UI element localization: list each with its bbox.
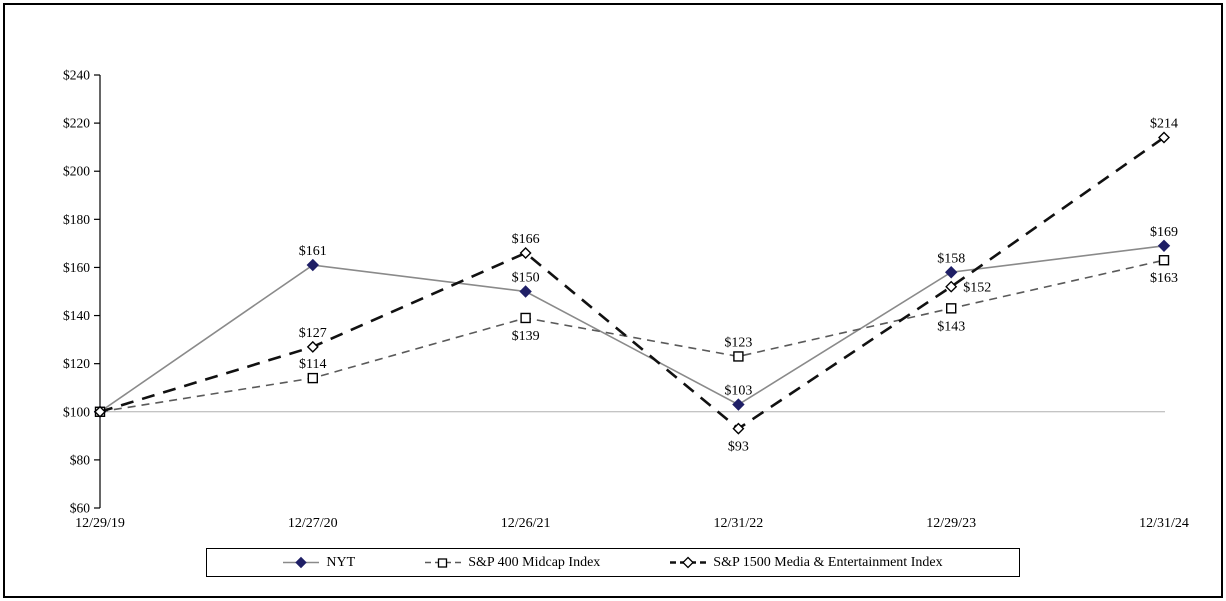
marker-diamond-filled xyxy=(1157,239,1171,253)
point-label: $214 xyxy=(1150,117,1178,132)
marker-diamond-open xyxy=(1158,131,1170,144)
point-label: $103 xyxy=(724,384,752,399)
point-label: $114 xyxy=(299,357,326,372)
x-tick-label: 12/26/21 xyxy=(501,516,551,531)
marker-diamond-filled xyxy=(519,285,532,298)
sp400-series-swatch-icon xyxy=(425,558,462,568)
series-line-2 xyxy=(99,136,1165,431)
y-tick-label: $120 xyxy=(63,356,90,371)
x-tick-label: 12/31/24 xyxy=(1139,516,1189,531)
marker-square xyxy=(307,372,318,384)
y-tick-label: $180 xyxy=(63,212,90,227)
y-tick-label: $160 xyxy=(63,260,90,275)
marker-diamond-open xyxy=(732,422,745,435)
marker-diamond-open xyxy=(94,405,106,418)
y-tick-label: $140 xyxy=(63,308,90,323)
legend-item-sp400: S&P 400 Midcap Index xyxy=(425,555,600,571)
series-line-1 xyxy=(99,259,1165,413)
point-label: $143 xyxy=(937,319,965,334)
marker-diamond-open xyxy=(306,340,319,353)
marker-diamond-open xyxy=(945,280,958,293)
nyt-series-swatch-icon xyxy=(283,556,320,569)
point-label: $127 xyxy=(299,326,327,341)
point-label: $150 xyxy=(512,271,540,286)
y-tick-label: $220 xyxy=(63,116,90,131)
y-tick-label: $100 xyxy=(63,404,90,419)
point-label: $152 xyxy=(963,281,991,296)
point-label: $161 xyxy=(299,244,327,259)
y-tick-label: $240 xyxy=(63,68,90,83)
legend-label-nyt: NYT xyxy=(326,554,356,570)
point-label: $163 xyxy=(1150,271,1178,286)
point-label: $93 xyxy=(728,440,749,455)
y-tick-label: $80 xyxy=(70,452,91,467)
x-tick-label: 12/31/22 xyxy=(714,516,764,531)
point-label: $169 xyxy=(1150,225,1178,240)
x-tick-label: 12/29/19 xyxy=(75,516,125,531)
point-label: $139 xyxy=(512,329,540,344)
legend-item-nyt: NYT xyxy=(283,555,355,571)
x-tick-label: 12/27/20 xyxy=(288,516,338,531)
sp1500-series-swatch-icon xyxy=(670,556,707,569)
marker-diamond-open xyxy=(519,247,532,260)
marker-square xyxy=(520,312,531,324)
marker-square xyxy=(1158,255,1170,266)
marker-square xyxy=(946,303,957,314)
marker-square xyxy=(733,351,744,362)
point-label: $166 xyxy=(512,232,540,247)
legend-label-sp1500: S&P 1500 Media & Entertainment Index xyxy=(713,554,943,570)
series-line-0 xyxy=(99,245,1165,413)
legend-item-sp1500: S&P 1500 Media & Entertainment Index xyxy=(670,554,943,571)
marker-diamond-filled xyxy=(306,258,320,272)
x-tick-label: 12/29/23 xyxy=(926,516,976,531)
chart-legend: NYT S&P 400 Midcap Index S&P 1500 Media … xyxy=(206,548,1020,577)
marker-diamond-filled xyxy=(944,266,958,279)
marker-diamond-filled xyxy=(732,398,745,411)
point-label: $123 xyxy=(724,335,752,350)
y-tick-label: $200 xyxy=(63,164,90,179)
legend-label-sp400: S&P 400 Midcap Index xyxy=(468,554,601,570)
point-label: $158 xyxy=(937,251,965,266)
y-tick-label: $60 xyxy=(70,501,91,516)
